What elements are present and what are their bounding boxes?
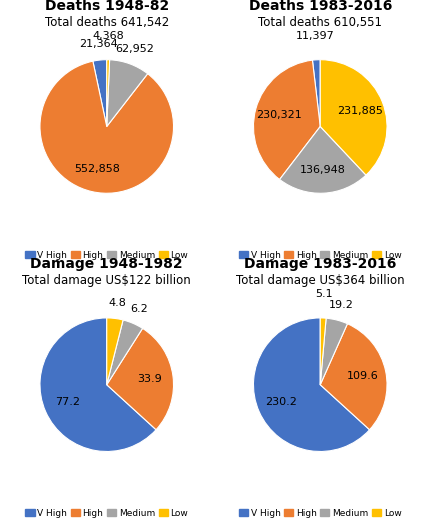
Wedge shape xyxy=(93,60,106,126)
Text: 6.2: 6.2 xyxy=(130,304,148,314)
Text: 11,397: 11,397 xyxy=(295,31,334,41)
Text: 4,368: 4,368 xyxy=(92,31,124,41)
Wedge shape xyxy=(320,318,325,385)
Text: Total deaths 610,551: Total deaths 610,551 xyxy=(258,16,381,29)
Wedge shape xyxy=(320,324,386,430)
Wedge shape xyxy=(312,60,320,126)
Wedge shape xyxy=(106,60,147,126)
Text: Total damage US$364 billion: Total damage US$364 billion xyxy=(236,274,403,287)
Wedge shape xyxy=(106,318,123,385)
Wedge shape xyxy=(40,318,156,452)
Text: 230.2: 230.2 xyxy=(264,397,296,407)
Text: 77.2: 77.2 xyxy=(55,397,80,407)
Text: 62,952: 62,952 xyxy=(115,44,154,54)
Text: 231,885: 231,885 xyxy=(337,105,383,115)
Wedge shape xyxy=(253,318,369,452)
Wedge shape xyxy=(320,318,347,385)
Wedge shape xyxy=(106,328,173,430)
Text: 5.1: 5.1 xyxy=(315,289,332,299)
Wedge shape xyxy=(279,126,365,193)
Text: Damage 1948-1982: Damage 1948-1982 xyxy=(30,257,183,271)
Text: 4.8: 4.8 xyxy=(108,298,126,308)
Text: Total deaths 641,542: Total deaths 641,542 xyxy=(45,16,168,29)
Text: 136,948: 136,948 xyxy=(299,164,345,174)
Text: Total damage US$122 billion: Total damage US$122 billion xyxy=(22,274,191,287)
Legend: V High, High, Medium, Low: V High, High, Medium, Low xyxy=(22,247,191,264)
Text: 230,321: 230,321 xyxy=(255,110,301,120)
Wedge shape xyxy=(106,320,142,385)
Legend: V High, High, Medium, Low: V High, High, Medium, Low xyxy=(235,247,404,264)
Text: 552,858: 552,858 xyxy=(74,163,120,173)
Wedge shape xyxy=(253,60,320,180)
Text: Damage 1983-2016: Damage 1983-2016 xyxy=(244,257,395,271)
Wedge shape xyxy=(40,61,173,193)
Wedge shape xyxy=(106,60,109,126)
Text: 21,364: 21,364 xyxy=(78,40,117,50)
Text: 109.6: 109.6 xyxy=(346,371,377,381)
Legend: V High, High, Medium, Low: V High, High, Medium, Low xyxy=(22,505,191,522)
Text: 33.9: 33.9 xyxy=(137,374,161,384)
Wedge shape xyxy=(320,60,386,175)
Legend: V High, High, Medium, Low: V High, High, Medium, Low xyxy=(235,505,404,522)
Text: 19.2: 19.2 xyxy=(328,300,353,310)
Text: Deaths 1948-82: Deaths 1948-82 xyxy=(45,0,168,13)
Text: Deaths 1983-2016: Deaths 1983-2016 xyxy=(248,0,391,13)
